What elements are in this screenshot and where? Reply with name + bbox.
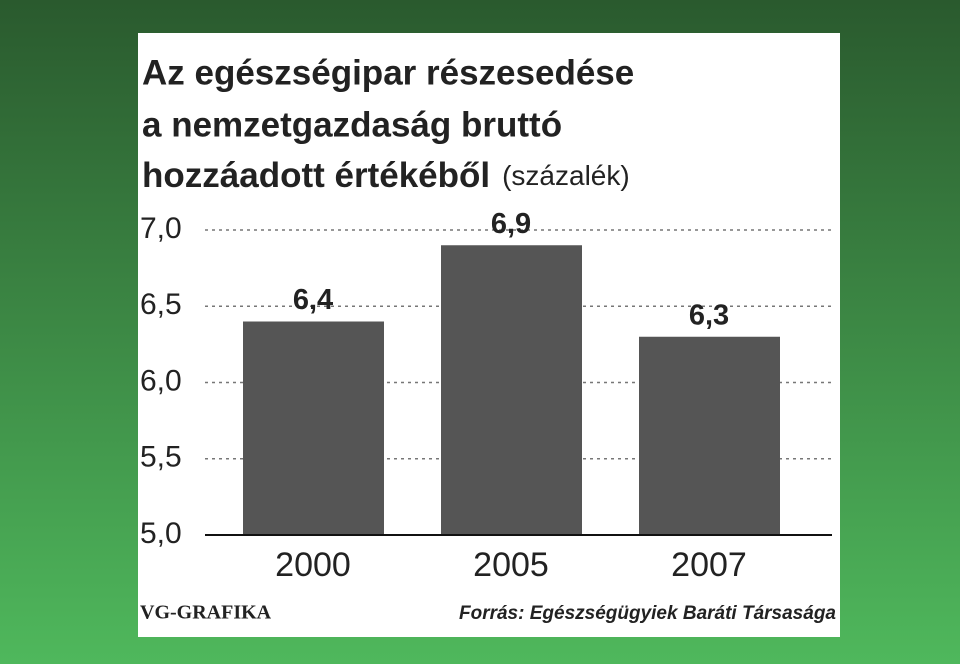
- title-line: Az egészségipar részesedése: [142, 53, 634, 92]
- x-tick-label: 2005: [473, 546, 549, 584]
- title-line: hozzáadott értékéből: [142, 156, 490, 195]
- bar: [441, 245, 582, 535]
- title-line: a nemzetgazdaság bruttó: [142, 105, 562, 144]
- title-line: hozzáadott értékéből (százalék): [142, 156, 630, 195]
- y-tick-label: 5,0: [140, 517, 182, 550]
- y-tick-label: 5,5: [140, 441, 182, 474]
- y-tick-label: 6,0: [140, 364, 182, 397]
- credit: VG-GRAFIKA: [140, 602, 272, 624]
- value-label: 6,9: [491, 208, 531, 240]
- value-label: 6,3: [689, 299, 729, 331]
- bar: [243, 321, 384, 535]
- value-label: 6,4: [293, 284, 333, 316]
- bar: [639, 336, 780, 535]
- x-tick-label: 2007: [671, 546, 747, 584]
- source: Forrás: Egészségügyiek Baráti Társasága: [459, 603, 836, 624]
- unit: (százalék): [502, 160, 630, 191]
- y-tick-label: 6,5: [140, 288, 182, 321]
- x-tick-label: 2000: [275, 546, 351, 584]
- y-tick-label: 7,0: [140, 212, 182, 245]
